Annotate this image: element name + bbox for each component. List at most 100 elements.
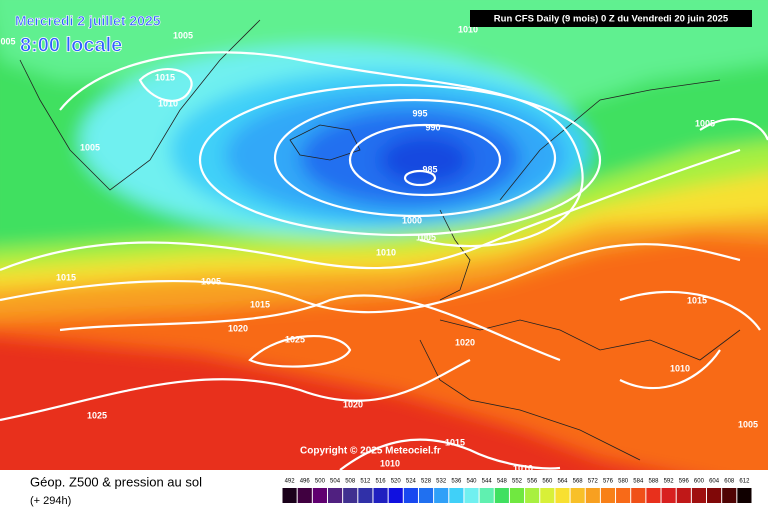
isobar-label: 990 <box>425 122 440 132</box>
legend-swatch <box>327 488 343 503</box>
legend-label: 584 <box>633 479 644 485</box>
legend-label: 504 <box>330 479 341 485</box>
legend-label: 540 <box>467 479 478 485</box>
isobar-label: 1020 <box>343 399 363 409</box>
legend-label: 564 <box>557 479 568 485</box>
isobar-label: 1005 <box>695 118 715 128</box>
legend-swatch <box>540 488 555 503</box>
legend-swatch <box>585 488 600 503</box>
legend-label: 572 <box>588 479 599 485</box>
isobar-label: 1010 <box>380 458 400 468</box>
isobar-label: 1025 <box>87 410 107 420</box>
coastlines <box>19 19 741 461</box>
legend-swatch <box>525 488 540 503</box>
isobar-label: 1010 <box>670 363 690 373</box>
legend-label: 568 <box>573 479 584 485</box>
legend-swatch <box>631 488 646 503</box>
legend-swatch <box>661 488 676 503</box>
isobar-label: 1015 <box>687 295 707 305</box>
isobar-label: 1010 <box>458 24 478 34</box>
legend-swatch <box>509 488 525 503</box>
isobar-label: 995 <box>412 108 427 118</box>
isobar-labels: 1005 1010 005 1015 1010 1005 995 990 985 1000 1005… <box>0 24 758 473</box>
isobar-label: 1005 <box>173 30 193 40</box>
isobar-label: 1005 <box>201 276 221 286</box>
legend-label: 528 <box>421 479 432 485</box>
legend-label: 580 <box>618 479 629 485</box>
legend-label: 560 <box>542 479 553 485</box>
legend-label: 576 <box>603 479 614 485</box>
legend-label: 516 <box>376 479 387 485</box>
legend-label: 544 <box>482 479 493 485</box>
map-date: Mercredi 2 juillet 2025 <box>15 13 161 29</box>
isobar-label: 1015 <box>56 272 76 282</box>
legend-swatch <box>282 488 297 503</box>
run-box <box>470 10 752 27</box>
footer-subtitle: (+ 294h) <box>30 495 71 507</box>
legend-label: 588 <box>648 479 659 485</box>
legend-label: 508 <box>345 479 356 485</box>
isobar-label: 1015 <box>445 437 465 447</box>
legend-swatch <box>479 488 494 503</box>
legend-swatch <box>600 488 616 503</box>
copyright: Copyright © 2025 Meteociel.fr <box>300 446 441 457</box>
legend-swatch <box>555 488 570 503</box>
run-info: Run CFS Daily (9 mois) 0 Z du Vendredi 2… <box>494 14 729 25</box>
legend-swatch <box>312 488 327 503</box>
legend-swatch <box>707 488 722 503</box>
legend-label: 556 <box>527 479 538 485</box>
isobar-label: 1020 <box>455 337 475 347</box>
map-field <box>0 0 768 470</box>
isobar-label: 1005 <box>80 142 100 152</box>
legend-swatch <box>691 488 707 503</box>
legend-swatch <box>570 488 585 503</box>
isobar-label: 1020 <box>228 323 248 333</box>
isobar-label: 1010 <box>513 463 533 473</box>
isobars <box>0 51 768 470</box>
isobar-label: 1010 <box>376 247 396 257</box>
legend-label: 524 <box>406 479 417 485</box>
legend-label: 612 <box>739 479 750 485</box>
footer-title: Géop. Z500 & pression au sol <box>30 474 202 489</box>
legend-label: 592 <box>664 479 675 485</box>
legend-label: 552 <box>512 479 523 485</box>
legend-swatch <box>616 488 631 503</box>
legend-label: 600 <box>694 479 705 485</box>
legend-swatch <box>434 488 449 503</box>
legend-swatch <box>722 488 737 503</box>
legend-swatch <box>343 488 358 503</box>
legend-swatch <box>297 488 312 503</box>
isobar-label: 985 <box>422 164 437 174</box>
legend-swatch <box>676 488 691 503</box>
legend-swatch <box>464 488 479 503</box>
isobar-label: 1015 <box>155 72 175 82</box>
legend-label: 548 <box>497 479 508 485</box>
legend-swatch <box>373 488 388 503</box>
isobar-label: 1005 <box>416 232 436 242</box>
legend-label: 536 <box>451 479 462 485</box>
isobar-label: 1010 <box>158 98 178 108</box>
legend-label: 496 <box>300 479 311 485</box>
legend-label: 512 <box>360 479 371 485</box>
isobar-label: 1000 <box>402 215 422 225</box>
legend-swatch <box>388 488 403 503</box>
isobar-label: 1005 <box>738 419 758 429</box>
legend-label: 492 <box>285 479 296 485</box>
isobar-label: 1015 <box>250 299 270 309</box>
legend-swatch <box>418 488 434 503</box>
legend-label: 532 <box>436 479 447 485</box>
legend-label: 520 <box>391 479 402 485</box>
legend-label: 500 <box>315 479 326 485</box>
legend-swatch <box>403 488 418 503</box>
legend-swatch <box>737 488 752 503</box>
isobar-label: 1025 <box>285 334 305 344</box>
legend-swatch <box>646 488 661 503</box>
legend-swatch <box>358 488 373 503</box>
map-time: 8:00 locale <box>20 34 122 56</box>
legend-swatch <box>449 488 464 503</box>
legend-swatch <box>494 488 509 503</box>
isobar-label: 005 <box>0 36 15 46</box>
color-legend: 492 496 500 504 508 512 516 520 524 528 532 536 540 5… <box>282 479 752 503</box>
legend-label: 608 <box>724 479 735 485</box>
